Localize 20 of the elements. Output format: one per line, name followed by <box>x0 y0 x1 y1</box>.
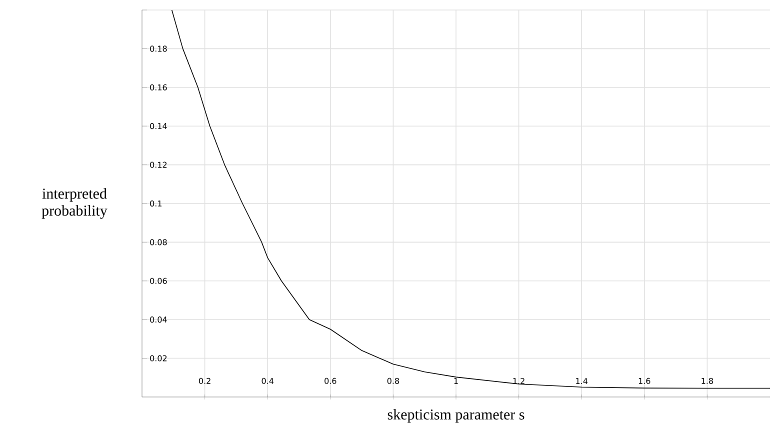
x-tick-label: 1 <box>454 378 458 384</box>
y-tick-label: 0.1 <box>150 200 162 207</box>
line-series <box>171 10 770 389</box>
x-tick-label: 0.6 <box>324 378 336 384</box>
y-tick-label: 0.06 <box>150 278 167 284</box>
x-tick-label: 0.2 <box>198 378 210 384</box>
x-tick-label: 1.6 <box>638 378 650 384</box>
x-tick-label: 0.4 <box>262 378 274 384</box>
y-tick-label: 0.04 <box>150 316 167 323</box>
x-tick-label: 1.8 <box>702 378 714 384</box>
y-tick-label: 0.02 <box>150 355 167 362</box>
x-tick-label: 1.4 <box>576 378 588 384</box>
y-tick-label: 0.08 <box>150 239 167 246</box>
y-tick-label: 0.16 <box>150 84 167 90</box>
x-tick-label: 0.8 <box>387 378 400 384</box>
x-axis-title: skepticism parameter s <box>388 409 524 423</box>
y-tick-label: 0.18 <box>150 46 167 52</box>
y-tick-label: 0.12 <box>150 162 167 168</box>
y-axis-title: interpreted probability <box>42 188 108 219</box>
y-tick-label: 0.14 <box>150 123 167 130</box>
